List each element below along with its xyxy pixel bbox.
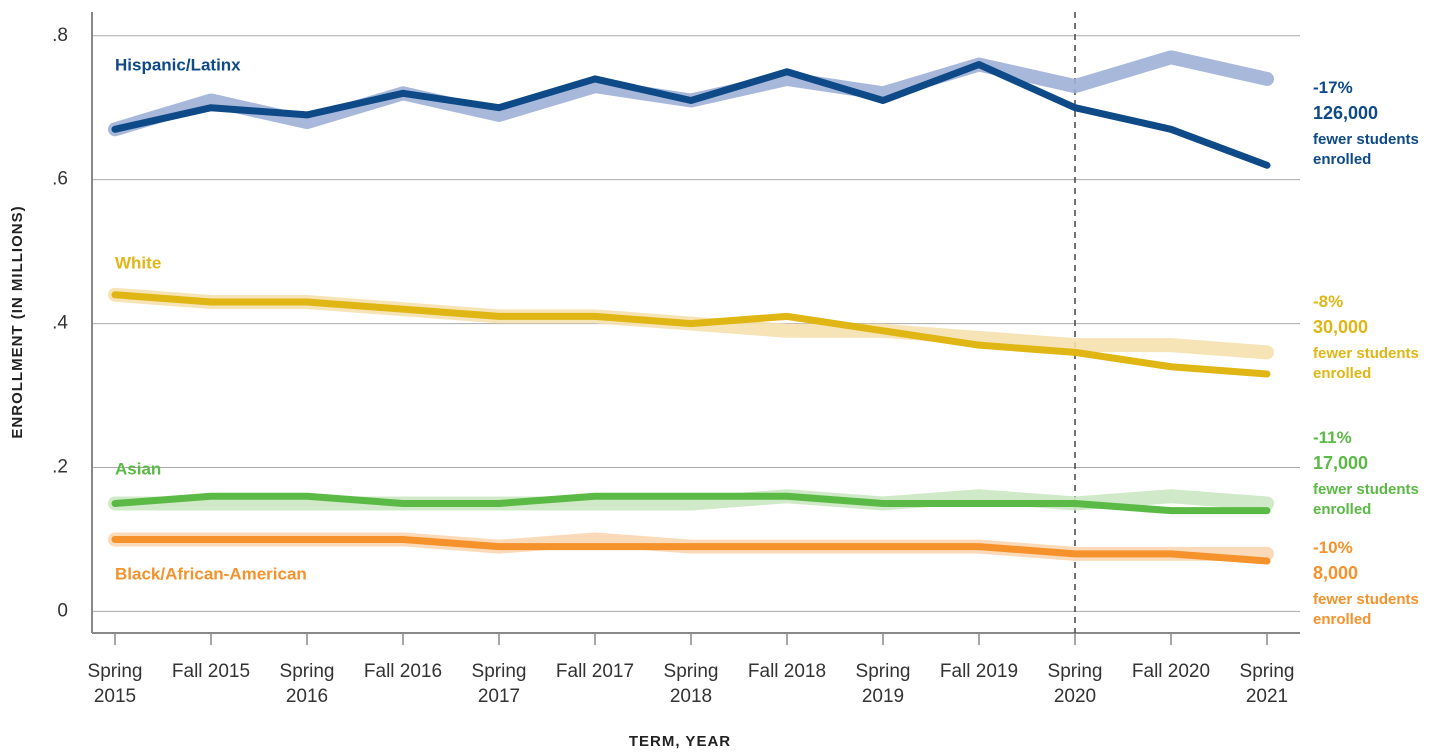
y-tick-label: .4 xyxy=(52,313,68,334)
x-tick-label: Fall 2017 xyxy=(555,661,635,682)
x-tick-label: Spring 2016 xyxy=(279,661,335,707)
series-line xyxy=(111,61,1271,169)
note-label: fewer students enrolled xyxy=(1313,481,1419,518)
x-tick-label: Spring 2018 xyxy=(663,661,719,707)
x-tick-label: Spring 2015 xyxy=(87,661,143,707)
series-label: Asian xyxy=(115,459,161,478)
x-tick-label: Fall 2015 xyxy=(171,661,251,682)
change-label: -8% xyxy=(1313,292,1344,311)
count-label: 8,000 xyxy=(1313,563,1359,583)
y-axis-title: ENROLLMENT (IN MILLIONS) xyxy=(9,205,26,438)
x-tick-label: Fall 2018 xyxy=(747,661,827,682)
x-tick-label: Fall 2019 xyxy=(939,661,1019,682)
series-line xyxy=(111,291,1271,378)
series-label: Black/African-American xyxy=(115,564,307,583)
x-tick-label: Spring 2017 xyxy=(471,661,527,707)
x-axis-title: TERM, YEAR xyxy=(629,733,731,750)
note-label: fewer students enrolled xyxy=(1313,345,1419,382)
y-tick-label: .6 xyxy=(52,169,68,190)
change-label: -17% xyxy=(1313,78,1353,97)
expected-band xyxy=(108,50,1274,137)
x-tick-label: Spring 2019 xyxy=(855,661,911,707)
change-label: -10% xyxy=(1313,538,1353,557)
series-label: Hispanic/Latinx xyxy=(115,55,241,74)
x-tick-label: Fall 2020 xyxy=(1131,661,1211,682)
series-label: White xyxy=(115,253,161,272)
y-tick-label: .8 xyxy=(52,25,68,46)
y-tick-label: .2 xyxy=(52,457,68,478)
count-label: 30,000 xyxy=(1313,317,1369,337)
y-tick-label: 0 xyxy=(57,600,68,621)
series-line xyxy=(111,492,1271,515)
series-line xyxy=(111,535,1271,565)
count-label: 17,000 xyxy=(1313,453,1369,473)
count-label: 126,000 xyxy=(1313,103,1379,123)
x-tick-label: Fall 2016 xyxy=(363,661,443,682)
note-label: fewer students enrolled xyxy=(1313,591,1419,628)
x-tick-label: Spring 2021 xyxy=(1239,661,1295,707)
x-tick-label: Spring 2020 xyxy=(1047,661,1103,707)
note-label: fewer students enrolled xyxy=(1313,131,1419,168)
change-label: -11% xyxy=(1313,428,1352,447)
